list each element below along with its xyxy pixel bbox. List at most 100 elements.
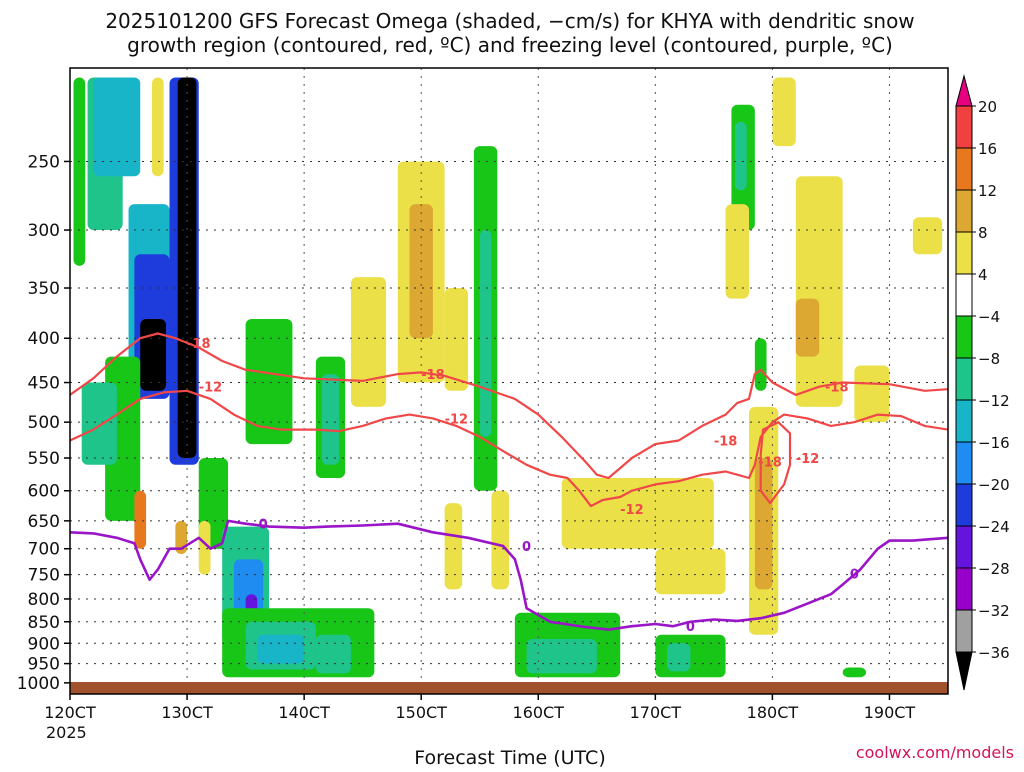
y-axis: 2503003504004505005506006507007508008509… xyxy=(17,152,70,694)
omega-cell-16 xyxy=(257,634,305,664)
contour-label-3: -12 xyxy=(445,412,469,427)
colorbar-label-9: −20 xyxy=(978,476,1010,494)
y-tick-label-800: 800 xyxy=(28,590,60,610)
contour-label-4: -18 xyxy=(714,435,738,450)
colorbar-swatch-7 xyxy=(955,399,973,443)
contour-label-2: -18 xyxy=(421,368,445,383)
colorbar-swatch-9 xyxy=(955,483,973,527)
omega-cell-9 xyxy=(81,382,117,465)
x-tick-label-130: 130CT xyxy=(161,703,213,722)
y-tick-label-450: 450 xyxy=(28,374,60,394)
contour-label-7: -12 xyxy=(796,452,820,467)
omega-cell-36 xyxy=(444,288,469,391)
colorbar-label-8: −16 xyxy=(978,434,1010,452)
colorbar-label-0: 20 xyxy=(978,98,997,116)
contour-label-text-3: -12 xyxy=(445,412,469,427)
omega-cell-42 xyxy=(725,204,749,299)
x-axis-label: Forecast Time (UTC) xyxy=(414,747,605,768)
contour-label-0: -18 xyxy=(187,337,211,352)
colorbar-swatch-8 xyxy=(955,441,973,485)
omega-cell-32 xyxy=(655,548,726,595)
colorbar-top-arrow xyxy=(955,74,973,107)
colorbar-label-10: −24 xyxy=(978,518,1010,536)
omega-cell-5 xyxy=(140,318,166,391)
colorbar-swatch-10 xyxy=(955,525,973,569)
contour-label-8: -12 xyxy=(620,503,644,518)
contour-label-text-0: -18 xyxy=(187,337,211,352)
omega-cell-18 xyxy=(321,374,340,465)
colorbar-label-7: −12 xyxy=(978,392,1010,410)
x-tick-label-140: 140CT xyxy=(278,703,330,722)
contour-label-10: 0 xyxy=(522,540,531,555)
colorbar-swatch-5 xyxy=(955,315,973,359)
omega-cell-44 xyxy=(912,217,943,255)
omega-cell-34 xyxy=(409,204,433,339)
contour-minus12 xyxy=(70,389,948,508)
contour-label-11: 0 xyxy=(686,620,695,635)
x-tick-label-160: 160CT xyxy=(513,703,565,722)
contour-label-text-8: -12 xyxy=(620,503,644,518)
omega-cell-2 xyxy=(93,77,141,177)
y-tick-label-1000: 1000 xyxy=(17,674,60,694)
colorbar-swatch-2 xyxy=(955,189,973,233)
colorbar-swatch-1 xyxy=(955,147,973,191)
omega-cell-35 xyxy=(350,277,387,407)
y-tick-label-550: 550 xyxy=(28,449,60,469)
contour-label-9: 0 xyxy=(259,518,268,533)
omega-cell-43 xyxy=(854,365,890,423)
contour-label-text-10: 0 xyxy=(522,540,531,555)
contour-minus18 xyxy=(70,332,948,480)
colorbar-label-2: 12 xyxy=(978,182,997,200)
x-axis: 120CT 130CT 140CT 150CT 160CT 170CT 180CT 190CT xyxy=(44,694,915,722)
y-tick-label-900: 900 xyxy=(28,634,60,654)
colorbar-label-1: 16 xyxy=(978,140,997,158)
omega-cell-50 xyxy=(444,503,463,590)
omega-cell-7 xyxy=(177,77,197,459)
colorbar-label-12: −32 xyxy=(978,602,1010,620)
y-tick-label-250: 250 xyxy=(28,152,60,172)
contour-label-text-6: -18 xyxy=(758,455,782,470)
contour-label-1: -12 xyxy=(199,381,223,396)
omega-cell-38 xyxy=(795,298,820,357)
y-tick-label-600: 600 xyxy=(28,482,60,502)
omega-cell-45 xyxy=(134,490,147,549)
colorbar-label-3: 8 xyxy=(978,224,988,242)
colorbar-swatch-12 xyxy=(955,609,973,653)
colorbar-bottom-arrow xyxy=(955,651,973,691)
x-tick-label-190: 190CT xyxy=(864,703,916,722)
omega-shading-layer xyxy=(73,77,943,678)
omega-cell-20 xyxy=(245,318,293,445)
omega-cell-31 xyxy=(561,477,714,549)
x-tick-label-150: 150CT xyxy=(395,703,447,722)
y-tick-label-300: 300 xyxy=(28,221,60,241)
contour-label-12: 0 xyxy=(850,568,859,583)
contour-label-text-5: -18 xyxy=(825,381,849,396)
colorbar-swatch-11 xyxy=(955,567,973,611)
y-tick-label-650: 650 xyxy=(28,512,60,532)
omega-cell-30 xyxy=(842,667,867,678)
omega-cell-29 xyxy=(754,338,767,391)
omega-cell-26 xyxy=(667,643,691,672)
y-tick-label-850: 850 xyxy=(28,613,60,633)
title-line-1: 2025101200 GFS Forecast Omega (shaded, −… xyxy=(105,9,914,33)
omega-cell-47 xyxy=(151,77,164,177)
contour-label-text-12: 0 xyxy=(850,568,859,583)
omega-cell-0 xyxy=(73,77,86,266)
ground-strip xyxy=(70,682,948,694)
ground-layer xyxy=(70,682,948,694)
colorbar-label-5: −4 xyxy=(978,308,1000,326)
title-line-2: growth region (contoured, red, ºC) and f… xyxy=(127,33,893,57)
colorbar: 20 16 12 8 4 −4 −8 −12 −16 −20 −24 −28 −32 −36 xyxy=(955,74,1010,691)
colorbar-label-13: −36 xyxy=(978,644,1010,662)
y-tick-label-700: 700 xyxy=(28,540,60,560)
contour-label-text-11: 0 xyxy=(686,620,695,635)
omega-cell-22 xyxy=(479,230,492,437)
contour-label-text-7: -12 xyxy=(796,452,820,467)
omega-cell-48 xyxy=(198,520,211,575)
contour-label-5: -18 xyxy=(825,381,849,396)
contour-layer: -18 -12 -18 -12 -18 -18 -18 -12 -12 0 0 0 0 xyxy=(70,332,948,635)
y-tick-label-950: 950 xyxy=(28,655,60,675)
contour-label-text-2: -18 xyxy=(421,368,445,383)
